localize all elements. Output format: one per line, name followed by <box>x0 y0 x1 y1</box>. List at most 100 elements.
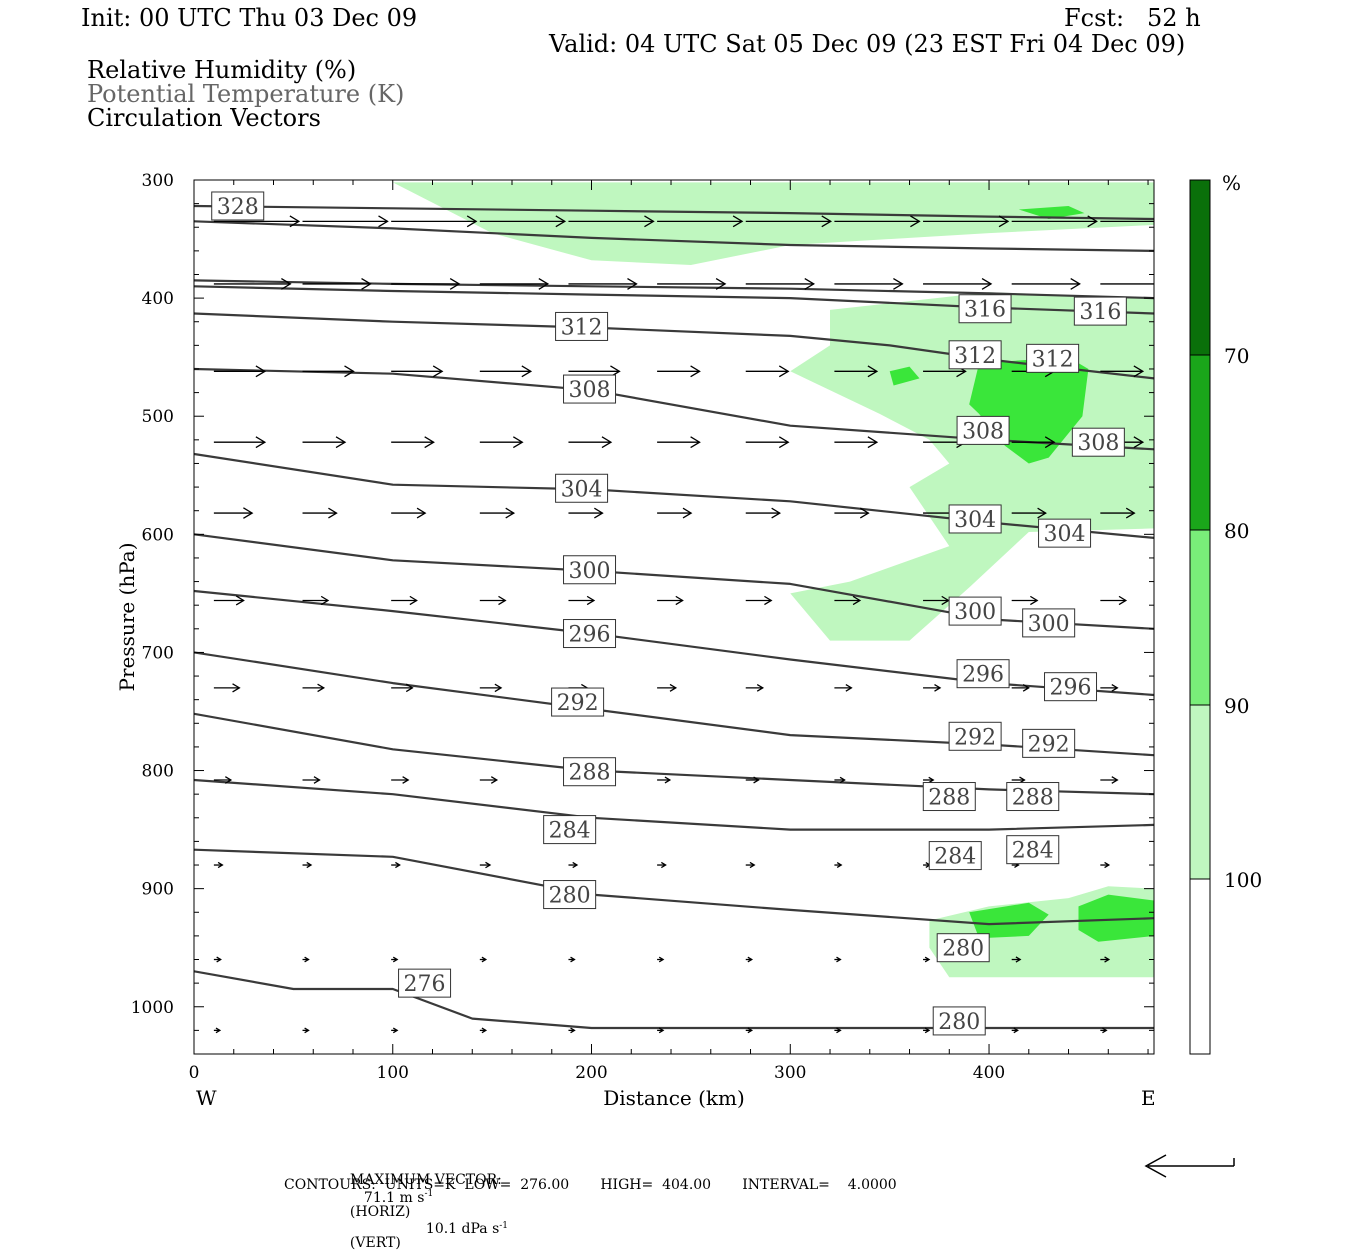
contour-label-box <box>211 191 265 221</box>
vector-8-1 <box>302 861 313 869</box>
vector-head <box>416 507 427 519</box>
vector-10-7 <box>834 1027 842 1034</box>
vector-head <box>344 365 355 378</box>
contour-label-296-2: 296 <box>1044 672 1098 702</box>
init-time: Init: 00 UTC Thu 03 Dec 09 <box>81 4 418 32</box>
y-tick-label-600: 600 <box>142 525 174 545</box>
vector-head <box>928 776 935 784</box>
vector-10-9 <box>1011 1027 1019 1034</box>
y-tick-label-400: 400 <box>142 289 174 309</box>
vector-6-7 <box>834 683 853 692</box>
vector-8-3 <box>479 861 492 869</box>
vector-head <box>839 776 846 784</box>
vector-1-7 <box>834 277 904 290</box>
contour-label-text: 308 <box>1077 431 1119 456</box>
contour-label-304-2: 304 <box>1038 518 1092 548</box>
contour-label-box <box>1038 518 1092 548</box>
vector-head <box>570 1027 576 1034</box>
vector-6-5 <box>657 683 678 692</box>
vector-head <box>644 215 655 228</box>
vector-4-10 <box>1100 507 1136 519</box>
vector-head <box>449 277 461 290</box>
vector-head <box>747 956 754 963</box>
vector-head <box>934 683 942 692</box>
vector-2-7 <box>834 365 879 378</box>
vector-3-6 <box>745 436 790 449</box>
vector-head <box>498 595 507 606</box>
theta-contour-300 <box>194 533 1154 630</box>
contour-label-text: 304 <box>1044 522 1086 547</box>
colorbar-level-90: 90 <box>1224 694 1249 718</box>
contour-label-304-0: 304 <box>555 473 609 503</box>
vector-1-5 <box>657 277 727 290</box>
vector-head <box>1030 595 1039 606</box>
vector-head <box>255 436 267 449</box>
vector-head <box>335 436 347 449</box>
theta-contour-304 <box>194 452 1154 539</box>
theta-contour-316 <box>194 285 1154 315</box>
contour-label-284-1: 284 <box>928 841 982 871</box>
vector-head <box>867 436 879 449</box>
vector-10-6 <box>745 1027 754 1034</box>
colorbar-level-100: 100 <box>1224 868 1262 892</box>
vector-9-7 <box>834 956 842 963</box>
vector-head <box>232 683 241 693</box>
contour-label-box <box>948 596 1002 626</box>
vector-0-0 <box>213 215 301 228</box>
vector-10-3 <box>479 1027 488 1034</box>
max-vert-exp: -1 <box>499 1220 509 1231</box>
vector-4-4 <box>568 507 604 519</box>
vector-0-10 <box>1100 220 1154 222</box>
vector-5-9 <box>1011 595 1039 606</box>
contour-label-308-1: 308 <box>956 415 1010 445</box>
vector-head <box>660 861 667 869</box>
contour-label-box <box>1006 835 1060 865</box>
contour-label-box <box>563 757 617 787</box>
vector-head <box>432 365 444 378</box>
theta-contour-328 <box>194 204 1154 221</box>
vector-head <box>778 365 790 378</box>
vector-head <box>771 507 782 519</box>
x-tick-label-100: 100 <box>377 1063 409 1083</box>
vector-head <box>485 861 492 869</box>
vector-8-6 <box>745 861 756 869</box>
contour-label-300-1: 300 <box>948 596 1002 626</box>
vector-head <box>764 595 773 606</box>
vector-1-9 <box>1011 277 1081 290</box>
vector-head <box>1125 507 1136 519</box>
contour-label-text: 284 <box>934 845 976 870</box>
vector-head <box>1037 507 1047 519</box>
rh-region-7 <box>1018 206 1085 219</box>
x-tick-label-200: 200 <box>575 1063 607 1083</box>
vector-head <box>361 277 372 290</box>
vector-head <box>217 861 224 869</box>
y-tick-label-700: 700 <box>142 643 174 663</box>
y-tick-label-800: 800 <box>142 762 174 782</box>
vector-head <box>392 956 399 963</box>
vector-6-3 <box>479 683 503 693</box>
vector-1-6 <box>745 277 816 290</box>
contour-label-300-0: 300 <box>563 555 617 585</box>
vector-6-0 <box>213 683 241 693</box>
contour-label-316-0: 316 <box>958 294 1012 324</box>
vector-head <box>409 595 418 606</box>
contour-label-296-0: 296 <box>563 619 617 649</box>
vector-head <box>320 595 330 606</box>
vector-6-10 <box>1100 683 1119 692</box>
vector-2-10 <box>1100 365 1145 378</box>
vector-8-2 <box>391 861 401 869</box>
contour-label-308-0: 308 <box>563 374 617 404</box>
contour-label-text: 304 <box>954 508 996 533</box>
y-tick-label-300: 300 <box>142 171 174 191</box>
contour-label-box <box>563 555 617 585</box>
vector-6-2 <box>391 683 414 693</box>
vector-2-5 <box>657 365 701 378</box>
contour-label-box <box>936 933 990 963</box>
vector-10-4 <box>568 1027 576 1034</box>
contour-label-box <box>922 782 976 812</box>
vector-2-3 <box>479 365 533 378</box>
plot-frame <box>193 179 1155 1055</box>
vector-9-3 <box>479 956 488 963</box>
vector-7-7 <box>834 776 846 784</box>
vector-5-3 <box>479 595 507 606</box>
